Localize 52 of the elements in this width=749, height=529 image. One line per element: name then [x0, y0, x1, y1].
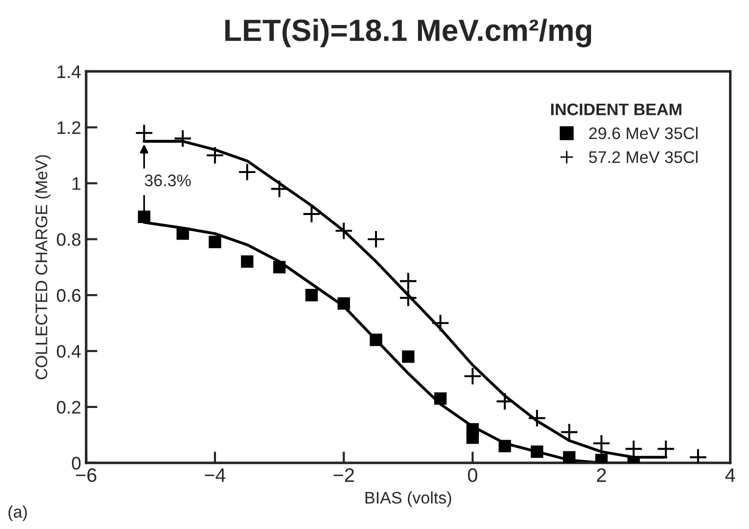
point [238, 162, 256, 182]
point [366, 230, 386, 248]
legend-label: 57.2 MeV 35Cl [589, 150, 698, 164]
point [466, 432, 479, 444]
text: (a) [8, 506, 27, 522]
point [592, 434, 611, 452]
y-tick-label: 0.6 [56, 289, 80, 302]
y-tick-label: 1.2 [58, 121, 80, 134]
y-tick-label: 1 [72, 177, 80, 190]
point [334, 222, 353, 240]
point [338, 297, 350, 310]
point [370, 334, 382, 346]
point [302, 204, 321, 224]
point [434, 392, 447, 405]
x-tick-label: 2 [597, 468, 606, 482]
point [399, 272, 418, 290]
point [206, 146, 224, 164]
legend-label: 29.6 MeV 35Cl [589, 126, 698, 140]
x-axis-title: BIAS (volts) [366, 491, 452, 507]
point [273, 260, 286, 274]
y-tick-label: 0.4 [56, 344, 81, 358]
point [530, 445, 544, 458]
point [174, 129, 192, 148]
annotation: 36.3% [144, 174, 191, 186]
x-tick-label: −6 [76, 468, 96, 482]
point [176, 227, 189, 240]
point [402, 350, 414, 363]
x-tick-label: −2 [334, 468, 354, 482]
chart-title: LET(Si)=18.1 MeV.cm²/mg [225, 18, 592, 48]
point [134, 124, 154, 142]
y-tick-label: 0.2 [56, 400, 80, 414]
point [463, 367, 482, 386]
point [270, 180, 289, 198]
y-tick-label: 1.4 [58, 66, 81, 78]
point [240, 255, 254, 268]
point [563, 451, 576, 463]
x-tick-label: 4 [725, 468, 736, 482]
x-tick-label: −4 [204, 468, 226, 482]
point [208, 236, 222, 248]
point [399, 288, 418, 308]
x-tick-label: 0 [468, 468, 478, 482]
point [305, 288, 318, 302]
point [656, 440, 676, 458]
point [431, 314, 450, 332]
legend-title: INCIDENT BEAM [551, 104, 682, 116]
y-tick-label: 0 [72, 456, 81, 470]
point [496, 392, 514, 411]
point [498, 440, 512, 452]
y-tick-label: 0.8 [56, 233, 80, 246]
point [528, 408, 546, 428]
point [560, 422, 578, 442]
y-axis-title: COLLECTED CHARGE (MeV) [35, 155, 51, 380]
